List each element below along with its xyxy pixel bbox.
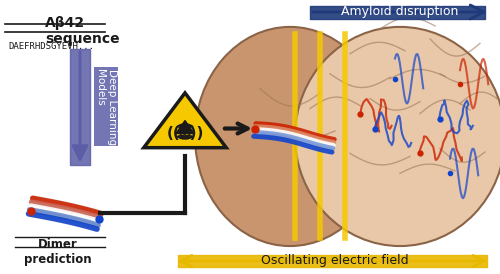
Text: Deep Learning
Models: Deep Learning Models <box>95 68 116 145</box>
Text: Aβ42
sequence: Aβ42 sequence <box>45 16 120 46</box>
Text: DAEFRHDSGYEVH...: DAEFRHDSGYEVH... <box>8 42 94 51</box>
Ellipse shape <box>295 27 500 246</box>
Ellipse shape <box>195 27 385 246</box>
Text: Dimer
prediction: Dimer prediction <box>24 238 92 266</box>
Text: ((•)): ((•)) <box>166 126 203 141</box>
Text: Oscillating electric field: Oscillating electric field <box>261 255 409 267</box>
FancyArrowPatch shape <box>73 56 87 162</box>
Polygon shape <box>144 93 226 148</box>
Polygon shape <box>176 121 194 133</box>
Text: Amyloid disruption: Amyloid disruption <box>342 5 458 18</box>
